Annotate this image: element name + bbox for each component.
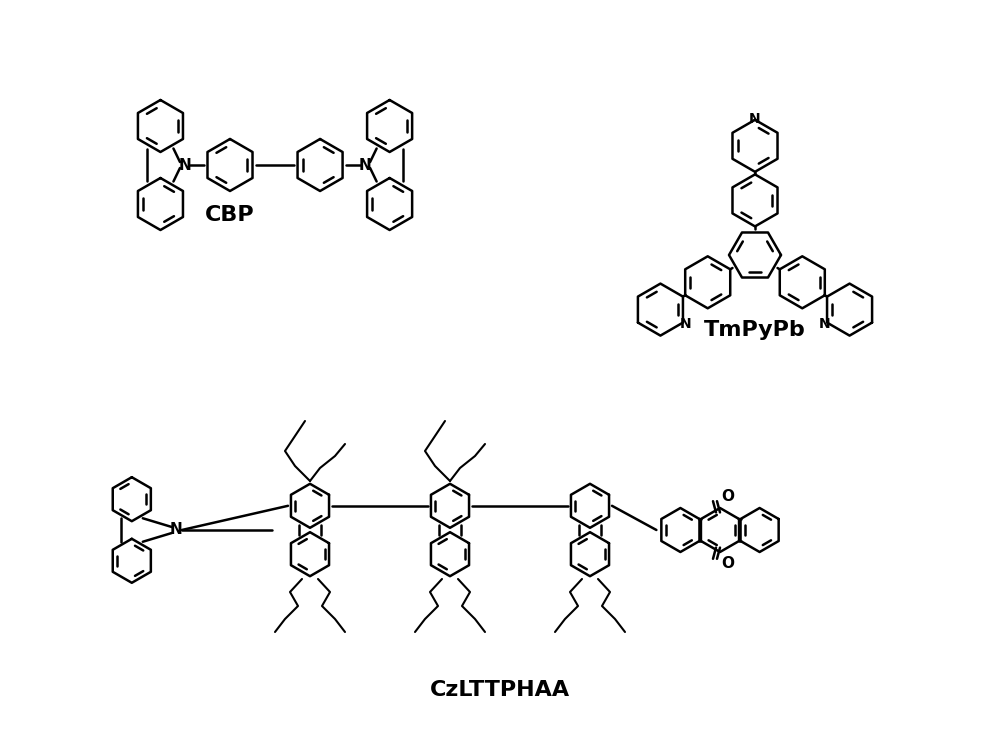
Text: O: O: [722, 489, 734, 504]
Text: CzLTTPHAA: CzLTTPHAA: [430, 680, 570, 700]
Text: N: N: [749, 112, 761, 125]
Text: N: N: [359, 157, 371, 173]
Text: TmPyPb: TmPyPb: [704, 320, 806, 340]
Text: N: N: [679, 317, 691, 331]
Text: N: N: [179, 157, 191, 173]
Text: N: N: [169, 522, 182, 537]
Text: CBP: CBP: [205, 205, 255, 225]
Text: N: N: [819, 317, 831, 331]
Text: O: O: [722, 557, 734, 571]
